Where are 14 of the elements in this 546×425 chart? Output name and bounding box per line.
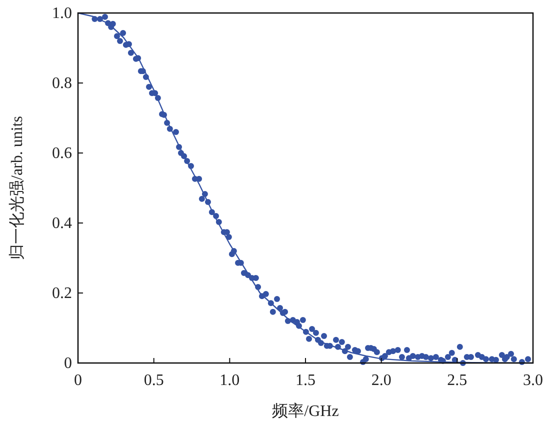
x-tick-label: 0.5 — [144, 372, 164, 389]
y-tick-label: 0.8 — [52, 75, 72, 92]
y-axis-title: 归一化光强/arb. units — [8, 116, 26, 260]
y-tick-label: 0.2 — [52, 285, 72, 302]
x-tick-label: 2.0 — [371, 372, 392, 389]
x-tick-label: 1.0 — [220, 372, 240, 389]
y-tick-label: 1.0 — [52, 5, 72, 22]
x-tick-label: 2.5 — [447, 372, 468, 389]
y-tick-label: 0.6 — [52, 145, 72, 162]
x-tick-label: 1.5 — [296, 372, 316, 389]
x-axis-title: 频率/GHz — [272, 402, 339, 420]
x-tick-label: 3.0 — [523, 372, 543, 389]
y-tick-label: 0.4 — [52, 215, 72, 232]
y-tick-label: 0 — [64, 355, 72, 372]
